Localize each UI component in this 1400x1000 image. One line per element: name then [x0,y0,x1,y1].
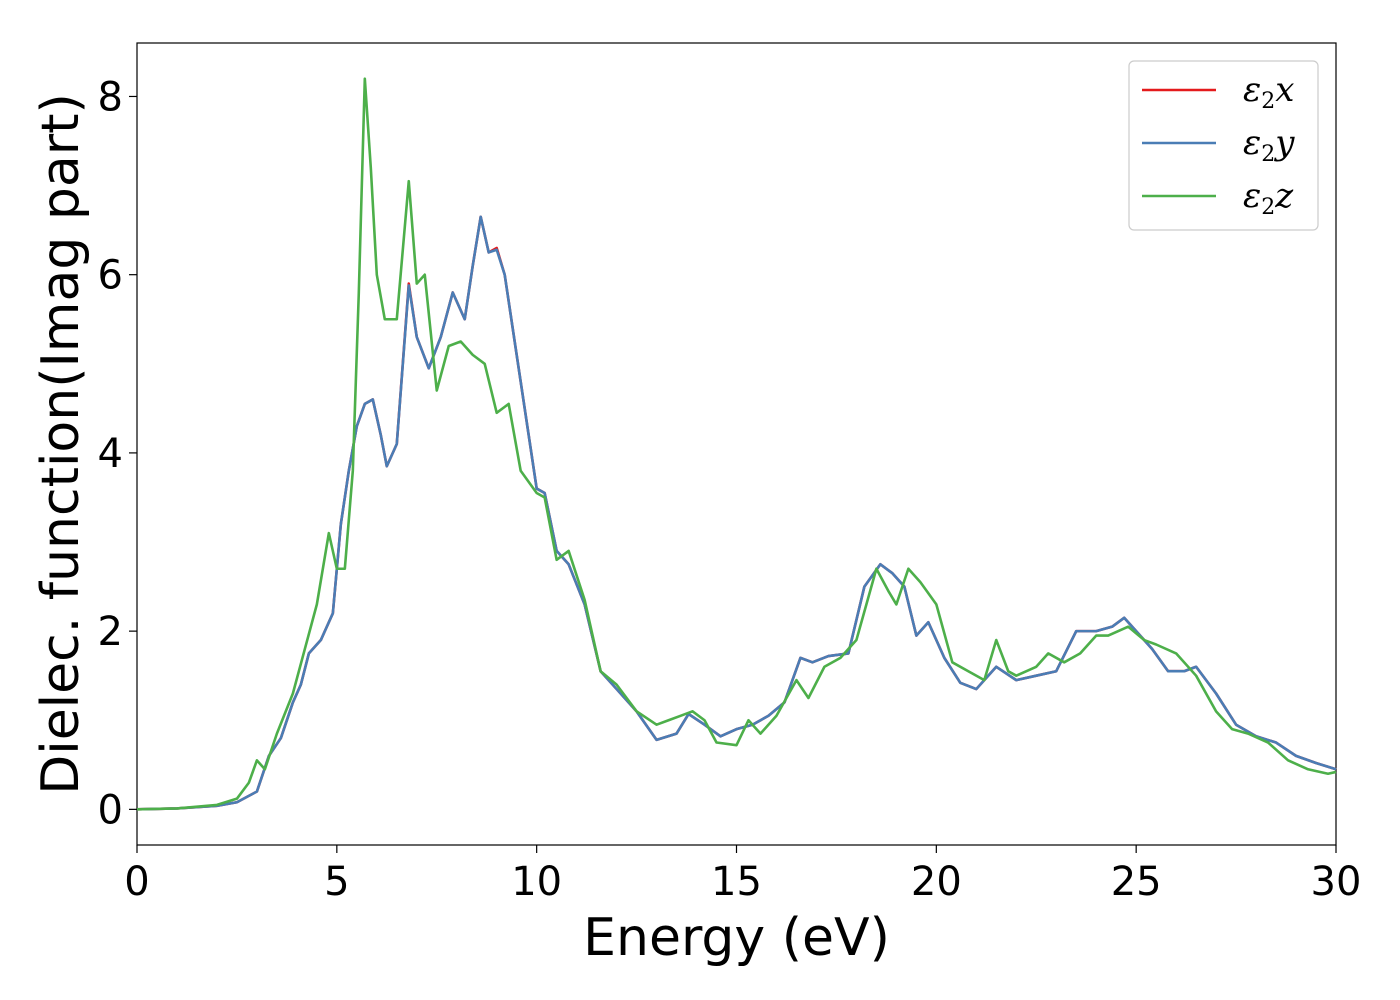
x-tick-label: 5 [324,859,349,905]
y-tick-label: 8 [98,74,123,120]
legend: ε2x ε2y ε2z [1128,60,1319,231]
x-tick-label: 15 [711,859,762,905]
legend-label: ε2z [1243,176,1294,220]
x-tick-label: 0 [124,859,149,905]
x-tick-label: 10 [511,859,562,905]
legend-label: ε2x [1243,70,1294,114]
legend-box [1128,60,1319,231]
y-tick-label: 4 [98,431,123,477]
series-layer [136,77,1337,811]
x-tick-label: 20 [911,859,962,905]
y-tick-label: 6 [98,253,123,299]
series-line-z [136,77,1337,811]
y-tick-label: 0 [98,787,123,833]
x-axis-title: Energy (eV) [583,908,890,968]
legend-label: ε2y [1243,123,1295,167]
x-tick-label: 30 [1311,859,1362,905]
x-axis: 0 5 10 15 20 25 30 [124,845,1361,905]
y-axis: 0 2 4 6 8 [98,74,137,833]
y-axis-title: Dielec. function(Imag part) [31,93,91,795]
y-tick-label: 2 [98,609,123,655]
x-tick-label: 25 [1111,859,1162,905]
